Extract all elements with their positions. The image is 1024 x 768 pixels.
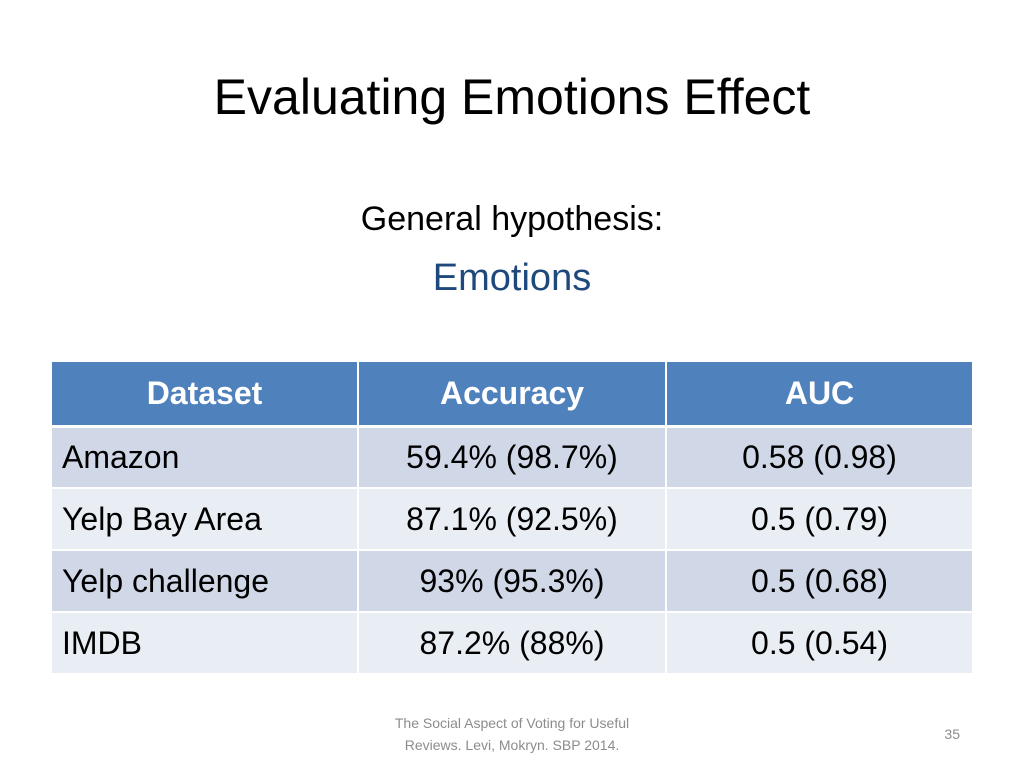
cell-auc: 0.5 (0.68) xyxy=(666,550,972,613)
citation-line-1: The Social Aspect of Voting for Useful xyxy=(394,715,630,731)
table-row: Yelp Bay Area 87.1% (92.5%) 0.5 (0.79) xyxy=(52,488,972,551)
table-row: IMDB 87.2% (88%) 0.5 (0.54) xyxy=(52,612,972,675)
slide-title: Evaluating Emotions Effect xyxy=(213,69,811,125)
cell-accuracy: 59.4% (98.7%) xyxy=(358,426,667,489)
table-row: Yelp challenge 93% (95.3%) 0.5 (0.68) xyxy=(52,550,972,613)
results-table: Dataset Accuracy AUC Amazon 59.4% (98.7%… xyxy=(52,362,972,675)
footer-citation: The Social Aspect of Voting for Useful R… xyxy=(360,712,664,756)
cell-dataset: Yelp Bay Area xyxy=(52,488,359,551)
header-dataset: Dataset xyxy=(52,362,359,428)
cell-dataset: Amazon xyxy=(52,426,359,489)
cell-auc: 0.5 (0.79) xyxy=(666,488,972,551)
cell-dataset: Yelp challenge xyxy=(52,550,359,613)
cell-accuracy: 93% (95.3%) xyxy=(358,550,667,613)
table-row: Amazon 59.4% (98.7%) 0.58 (0.98) xyxy=(52,426,972,489)
table-header-row: Dataset Accuracy AUC xyxy=(52,362,972,428)
header-accuracy: Accuracy xyxy=(358,362,667,428)
cell-accuracy: 87.2% (88%) xyxy=(358,612,667,675)
hypothesis-label: General hypothesis: xyxy=(360,200,664,238)
cell-auc: 0.5 (0.54) xyxy=(666,612,972,675)
hypothesis-value: Emotions xyxy=(432,257,592,299)
header-auc: AUC xyxy=(666,362,972,428)
page-number: 35 xyxy=(944,726,960,742)
cell-dataset: IMDB xyxy=(52,612,359,675)
cell-accuracy: 87.1% (92.5%) xyxy=(358,488,667,551)
citation-line-2: Reviews. Levi, Mokryn. SBP 2014. xyxy=(404,737,620,753)
cell-auc: 0.58 (0.98) xyxy=(666,426,972,489)
